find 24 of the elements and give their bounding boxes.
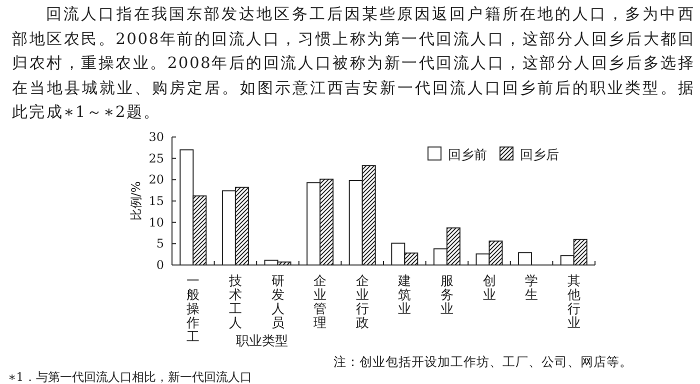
x-tick-label: 创业	[482, 274, 496, 303]
text: 注：创业包括开设加工作坊、工厂、公司、网店等。	[334, 354, 632, 369]
legend-label: 回乡后	[520, 148, 559, 163]
x-tick-label: 研发人员	[271, 274, 284, 331]
x-tick-label: 服务业	[440, 274, 454, 317]
y-tick-label: 15	[148, 194, 164, 208]
y-tick-label: 20	[148, 172, 164, 187]
x-tick-label: 学生	[525, 274, 538, 303]
x-tick-label: 其他行业	[567, 274, 580, 331]
y-tick-label: 10	[148, 215, 164, 230]
y-tick-label: 0	[156, 258, 164, 272]
x-tick-label: 企业管理	[314, 274, 327, 331]
y-tick-label: 5	[156, 236, 164, 251]
y-tick-label: 30	[148, 130, 164, 144]
text: ∗1．与第一代回流人口相比，新一代回流人口	[8, 370, 252, 384]
text: 回流人口指在我国东部发达地区务工后因某些原因返回户籍所在地的人口，多为中西部地区农民。2008年前的回流人口，习惯上称为第一代回流人口，这部分人回乡后大都回归农村，重操农业。2008年后的回流人口被称为新一代回流人口，这部分人回乡后多选择在当地县城就业、购房定居。如图示意江西吉安新一代回流人口回乡前后的职业类型。据此完成∗1～∗2题。	[12, 4, 695, 124]
x-tick-label: 技术工人	[228, 274, 242, 331]
legend-label: 回乡前	[448, 148, 487, 163]
y-axis-title: 比例/%	[129, 181, 143, 221]
y-tick-label: 25	[148, 151, 164, 166]
x-tick-label: 企业行政	[356, 274, 369, 331]
x-tick-label: 建筑业	[397, 274, 412, 317]
x-axis-title: 职业类型	[236, 334, 288, 349]
x-tick-label: 一般操作工	[186, 274, 200, 345]
